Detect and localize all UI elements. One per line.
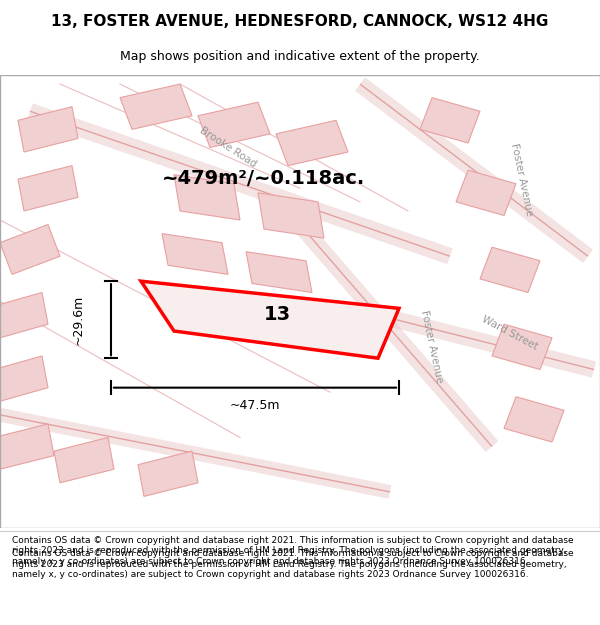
Text: Foster Avenue: Foster Avenue [419,309,445,384]
Text: ~29.6m: ~29.6m [71,294,85,345]
Text: Brooke Road: Brooke Road [198,126,258,169]
Polygon shape [0,356,48,401]
Polygon shape [120,84,192,129]
Polygon shape [492,324,552,369]
Text: Map shows position and indicative extent of the property.: Map shows position and indicative extent… [120,50,480,62]
Polygon shape [54,438,114,483]
Text: Ward Street: Ward Street [481,314,539,352]
Text: 13, FOSTER AVENUE, HEDNESFORD, CANNOCK, WS12 4HG: 13, FOSTER AVENUE, HEDNESFORD, CANNOCK, … [52,14,548,29]
Polygon shape [174,174,240,220]
Text: Foster Avenue: Foster Avenue [509,142,535,216]
Polygon shape [420,98,480,143]
Polygon shape [198,102,270,148]
Text: Contains OS data © Crown copyright and database right 2021. This information is : Contains OS data © Crown copyright and d… [12,536,574,566]
Text: Contains OS data © Crown copyright and database right 2021. This information is : Contains OS data © Crown copyright and d… [12,549,574,579]
Polygon shape [141,281,399,358]
Text: ~47.5m: ~47.5m [230,399,280,412]
Polygon shape [258,192,324,238]
Polygon shape [0,292,48,338]
Polygon shape [0,224,60,274]
Polygon shape [246,252,312,292]
Text: 13: 13 [264,304,291,324]
Polygon shape [456,170,516,216]
Polygon shape [0,424,54,469]
Polygon shape [276,120,348,166]
Polygon shape [138,451,198,496]
Polygon shape [18,107,78,152]
Polygon shape [480,247,540,292]
Polygon shape [504,397,564,442]
Text: ~479m²/~0.118ac.: ~479m²/~0.118ac. [162,169,365,187]
Polygon shape [162,234,228,274]
Polygon shape [18,166,78,211]
